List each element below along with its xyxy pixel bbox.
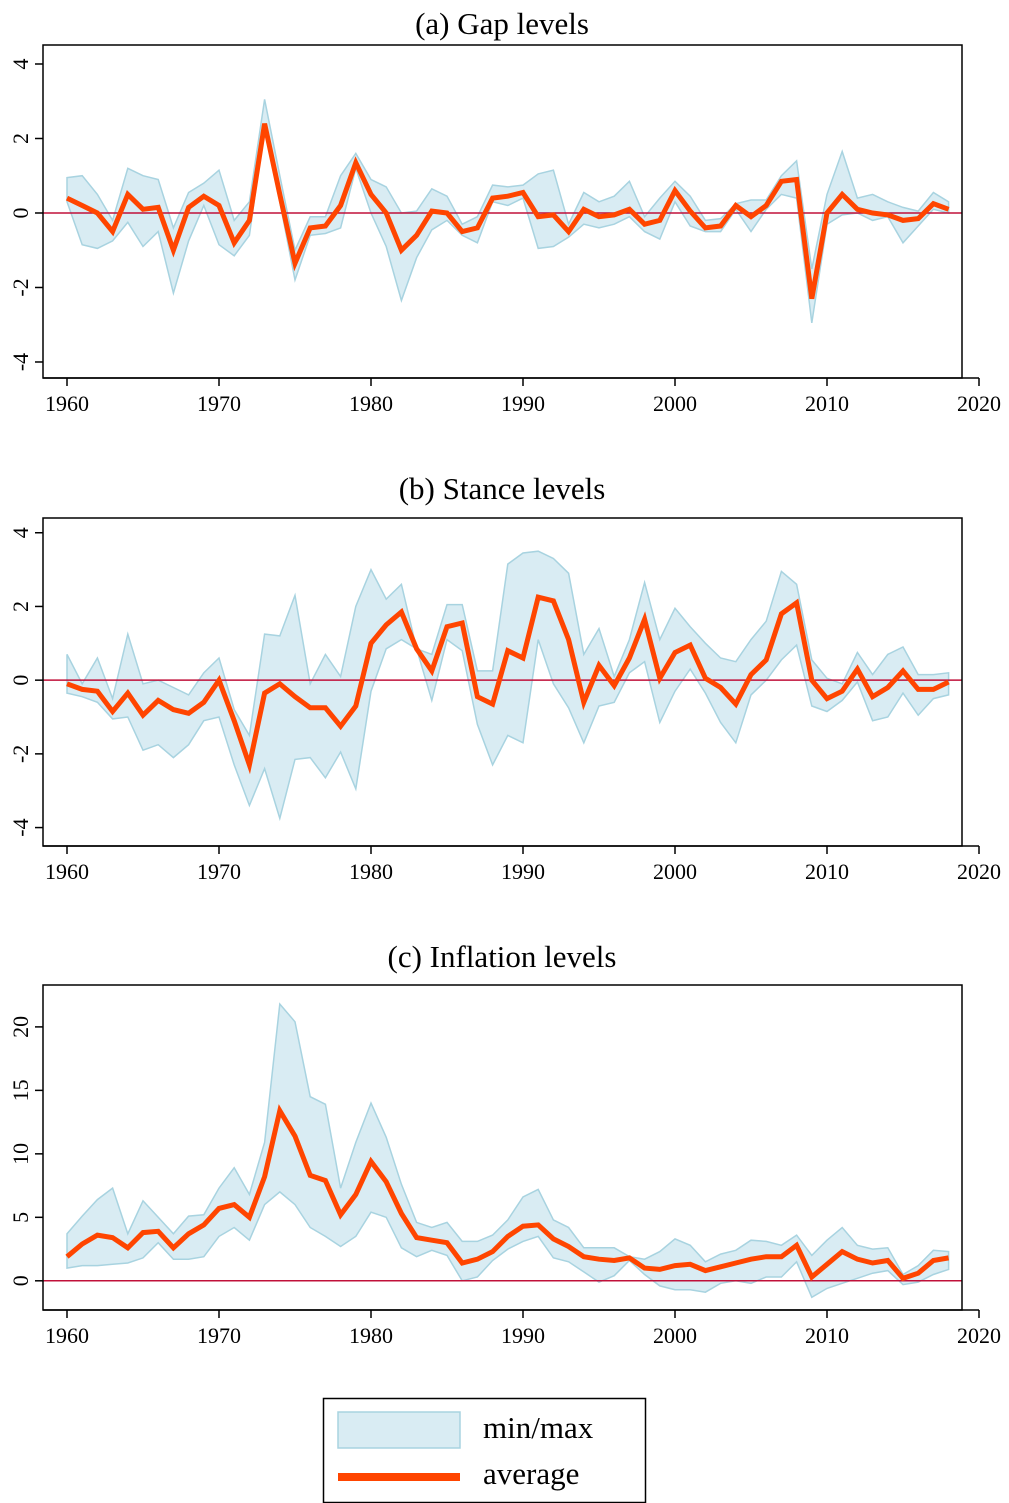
x-tick-label: 2020 [957, 1323, 1001, 1348]
min-max-band [66, 99, 950, 324]
x-tick-label: 2000 [653, 1323, 697, 1348]
x-tick-label: 2020 [957, 391, 1001, 416]
y-tick-label: 2 [8, 601, 33, 612]
chart-title: (b) Stance levels [399, 471, 606, 506]
x-tick-label: 1970 [197, 859, 241, 884]
y-tick-label: -4 [8, 818, 33, 836]
y-tick-label: 10 [8, 1143, 33, 1165]
x-tick-label: 2020 [957, 859, 1001, 884]
average-line [66, 594, 950, 775]
x-tick-label: 1960 [45, 391, 89, 416]
x-tick-label: 2000 [653, 391, 697, 416]
x-tick-label: 2000 [653, 859, 697, 884]
y-tick-label: 4 [8, 58, 33, 69]
min-max-band [66, 1002, 950, 1299]
x-tick-label: 1980 [349, 391, 393, 416]
average-line [65, 1104, 950, 1282]
x-tick-label: 1970 [197, 1323, 241, 1348]
y-tick-label: -2 [8, 745, 33, 763]
x-tick-label: 1960 [45, 1323, 89, 1348]
y-tick-label: 20 [8, 1016, 33, 1038]
y-tick-label: 5 [8, 1212, 33, 1223]
x-tick-label: 2010 [805, 391, 849, 416]
y-tick-label: 15 [8, 1079, 33, 1101]
x-tick-label: 1960 [45, 859, 89, 884]
x-tick-label: 1980 [349, 1323, 393, 1348]
chart-title: (a) Gap levels [415, 6, 589, 41]
x-tick-label: 1990 [501, 1323, 545, 1348]
min-max-band [66, 550, 950, 822]
x-tick-label: 1990 [501, 391, 545, 416]
legend-label: average [483, 1456, 579, 1491]
y-tick-label: -4 [8, 353, 33, 371]
y-tick-label: 2 [8, 133, 33, 144]
y-tick-label: -2 [8, 278, 33, 296]
x-tick-label: 1990 [501, 859, 545, 884]
x-tick-label: 1970 [197, 391, 241, 416]
y-tick-label: 0 [8, 207, 33, 218]
x-tick-label: 2010 [805, 1323, 849, 1348]
y-tick-label: 4 [8, 527, 33, 538]
y-tick-label: 0 [8, 675, 33, 686]
legend-swatch [337, 1411, 461, 1449]
x-tick-label: 2010 [805, 859, 849, 884]
x-tick-label: 1980 [349, 859, 393, 884]
legend-label: min/max [483, 1410, 594, 1445]
chart-title: (c) Inflation levels [388, 939, 617, 974]
y-tick-label: 0 [8, 1275, 33, 1286]
average-line [65, 123, 950, 300]
